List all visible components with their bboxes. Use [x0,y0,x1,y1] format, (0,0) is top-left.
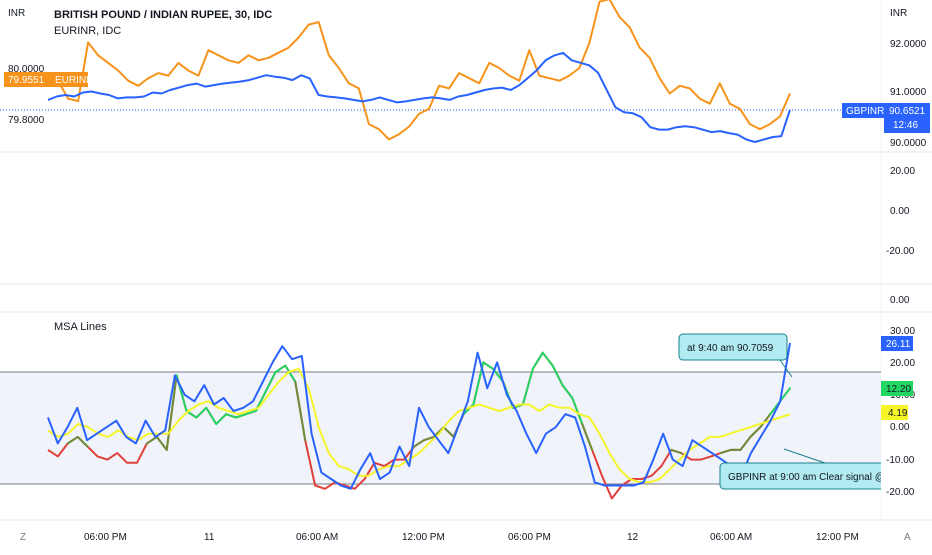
compare-symbol-label[interactable]: EURINR, IDC [54,25,122,37]
msa-green-series-segment [66,435,79,445]
eurinr-price-value: 79.9551 [8,75,45,86]
msa-green-series-segment [531,351,544,370]
gbpinr-price-value: 90.6521 [889,106,926,117]
msa-badge-yellow-value: 4.19 [888,408,908,419]
chart-title[interactable]: BRITISH POUND / INDIAN RUPEE, 30, IDC [54,9,273,21]
pane2-axis-tick: -20.00 [886,246,915,257]
msa-green-series-segment [294,380,307,442]
msa-green-series-segment [749,426,762,438]
msa-blue-series-line [47,342,791,490]
msa-axis-tick: 20.00 [890,358,915,369]
msa-green-series-segment [581,423,594,451]
msa-axis-tick: 30.00 [890,326,915,337]
left-axis-tick: 80.0000 [8,64,45,75]
msa-green-series-segment [195,406,208,419]
msa-green-series-segment [225,413,237,419]
msa-axis-tick: -10.00 [886,455,915,466]
callout-bottom-pointer [783,448,826,464]
msa-indicator-title[interactable]: MSA Lines [54,321,107,333]
right-axis-tick: 91.0000 [890,87,927,98]
gbpinr-symbol-label: GBPINR [846,106,884,117]
eurinr-series-line [47,0,791,141]
gbpinr-countdown: 12:46 [893,120,918,131]
msa-green-series-segment [541,351,554,367]
zoom-reset-button[interactable]: Z [20,532,26,543]
callout-top-pointer [779,359,793,378]
pane3-axis-tick: 0.00 [890,295,910,306]
gbpinr-symbol-badge[interactable] [842,103,884,118]
callout-top-text: at 9:40 am 90.7059 [687,343,774,354]
msa-badge-blue-value: 26.11 [886,339,911,350]
left-currency-label: INR [8,8,26,19]
msa-axis-tick: 0.00 [890,422,910,433]
msa-green-series-segment [759,413,772,429]
time-axis-label: 06:00 PM [508,532,551,543]
callout-bottom-clip [881,460,932,492]
msa-green-series-segment [422,435,435,442]
msa-green-series-segment [670,448,683,455]
right-currency-label: INR [890,8,908,19]
callout-bottom-text: GBPINR at 9:00 am Clear signal @ 90.5 [728,472,908,483]
msa-green-series-segment [145,435,158,445]
msa-green-series-segment [779,387,791,403]
msa-green-series-segment [442,426,455,438]
right-axis-tick: 90.0000 [890,138,927,149]
time-axis-label: 12:00 PM [816,532,859,543]
msa-green-series-segment [284,364,297,383]
msa-green-series-segment [551,364,564,387]
msa-green-series-segment [235,413,247,419]
msa-green-series-segment [264,371,277,393]
time-axis-label: 11 [204,532,215,543]
time-axis-label: 12 [627,532,639,543]
msa-green-series-segment [244,410,257,416]
time-axis-label: 12:00 PM [402,532,445,543]
left-axis-tick: 79.8000 [8,115,45,126]
msa-axis-tick: -20.00 [886,487,915,498]
eurinr-symbol-badge[interactable] [51,72,88,87]
msa-green-series-segment [561,384,574,399]
callout-top-box[interactable] [678,333,788,361]
msa-badge-green-value: 12.20 [886,384,911,395]
msa-green-series-segment [719,448,732,455]
time-axis-label: 06:00 PM [84,532,127,543]
msa-green-series-segment [205,406,218,425]
eurinr-price-badge[interactable] [4,72,51,87]
price-series-group [47,0,791,143]
msa-yellow-series-line [47,367,791,484]
pane2-axis-tick: 20.00 [890,166,915,177]
right-axis-tick: 92.0000 [890,39,927,50]
gbpinr-series-line [47,51,791,143]
msa-green-series-segment [165,374,178,451]
auto-scale-button[interactable]: A [904,532,911,543]
msa-badge-blue[interactable] [881,336,913,351]
msa-series-group [47,342,791,500]
msa-green-series-segment [274,364,287,374]
msa-green-series-segment [413,439,425,448]
msa-green-series-segment [155,435,168,451]
msa-green-series-segment [739,435,752,451]
time-axis-label: 06:00 AM [296,532,338,543]
msa-green-series-segment [76,435,89,448]
msa-badge-green[interactable] [881,381,913,396]
msa-green-series-segment [571,397,584,425]
msa-green-series-segment [215,413,228,425]
gbpinr-price-badge[interactable] [884,103,930,133]
pane2-axis-tick: 0.00 [890,206,910,217]
msa-green-series-segment [482,361,495,370]
time-axis-label: 06:00 AM [710,532,752,543]
eurinr-symbol-label: EURINR [55,75,93,86]
msa-green-series-segment [521,367,534,406]
msa-badge-yellow[interactable] [881,405,908,420]
